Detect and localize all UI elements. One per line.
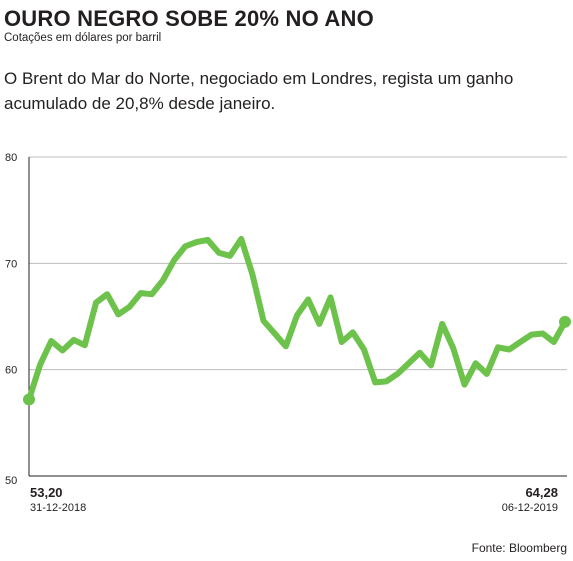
end-point bbox=[559, 315, 571, 328]
end-value-label: 64,28 bbox=[525, 485, 558, 500]
y-tick-label-50: 50 bbox=[5, 475, 17, 487]
chart-subtitle: Cotações em dólares por barril bbox=[4, 32, 162, 44]
end-date-label: 06-12-2019 bbox=[502, 502, 558, 514]
source-note: Fonte: Bloomberg bbox=[471, 541, 567, 555]
start-value-label: 53,20 bbox=[30, 485, 63, 500]
series-line bbox=[26, 235, 568, 403]
y-tick-label-80: 80 bbox=[5, 152, 17, 164]
start-point bbox=[23, 393, 35, 406]
gridlines bbox=[29, 156, 567, 371]
start-date-label: 31-12-2018 bbox=[30, 502, 86, 514]
y-tick-label-70: 70 bbox=[5, 258, 17, 270]
endpoint-labels: 53,20 31-12-2018 64,28 06-12-2019 bbox=[30, 485, 558, 514]
series-brent bbox=[23, 235, 571, 406]
y-tick-label-60: 60 bbox=[5, 365, 17, 377]
chart-title: OURO NEGRO SOBE 20% NO ANO bbox=[4, 6, 374, 31]
lead-text: O Brent do Mar do Norte, negociado em Lo… bbox=[4, 69, 514, 113]
y-axis-labels: 50 60 70 80 bbox=[5, 152, 17, 487]
brent-line-chart: 50 60 70 80 53,20 31-12-2018 64,28 06-12-20… bbox=[5, 152, 571, 514]
